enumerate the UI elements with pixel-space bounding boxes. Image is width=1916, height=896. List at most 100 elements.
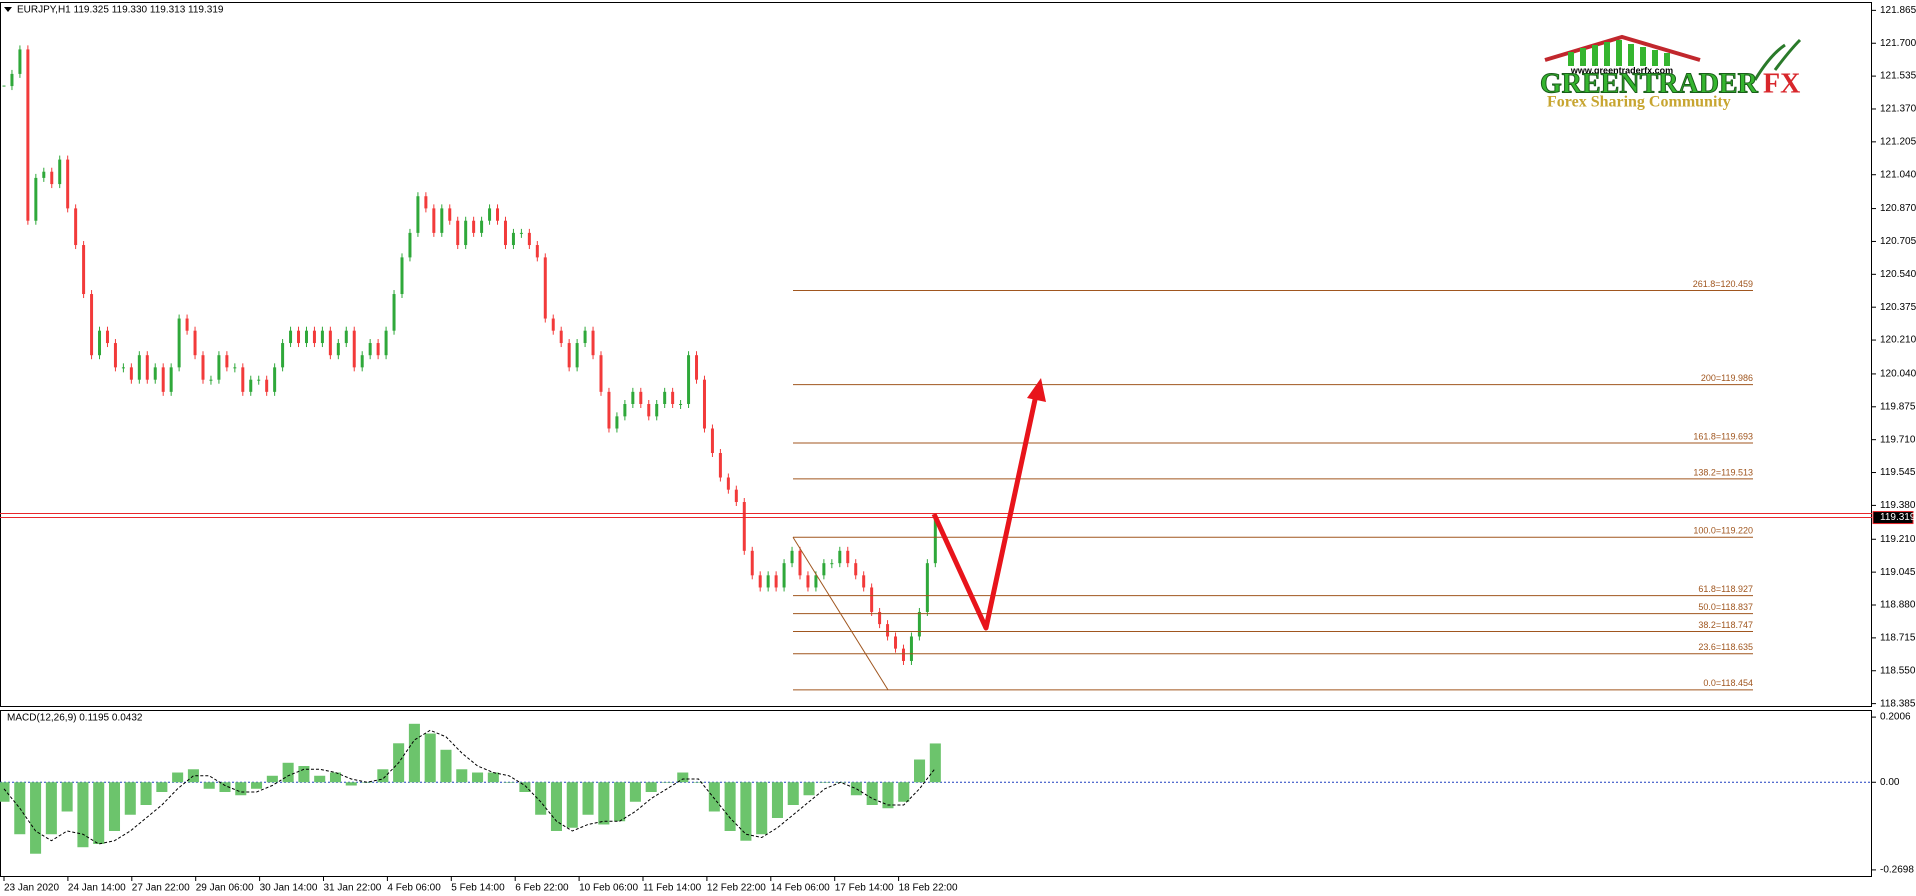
candle	[464, 220, 468, 246]
macd-bar	[629, 782, 641, 802]
candle	[241, 367, 245, 392]
drawn-arrow	[931, 378, 1046, 631]
candle	[74, 208, 78, 246]
candle	[695, 355, 699, 380]
candle	[687, 355, 691, 405]
y-tick-label: 0.2006	[1880, 712, 1911, 723]
macd-bar	[108, 782, 121, 831]
macd-bar	[756, 782, 768, 835]
x-tick-label: 24 Jan 14:00	[68, 883, 126, 894]
macd-bar	[929, 743, 941, 783]
macd-bar	[771, 782, 783, 818]
candle	[193, 330, 197, 356]
candle	[384, 330, 388, 356]
macd-bar	[614, 782, 626, 822]
macd-bar	[503, 782, 515, 783]
candle	[368, 343, 372, 356]
fib-label: 138.2=119.513	[1693, 467, 1753, 477]
candle	[336, 343, 340, 356]
candle	[846, 550, 850, 564]
x-tick-label: 10 Feb 06:00	[579, 883, 638, 894]
macd-bar	[329, 772, 342, 783]
candle	[448, 208, 452, 221]
macd-bar	[408, 723, 420, 783]
candle	[2, 85, 6, 87]
candle	[870, 587, 874, 612]
candle	[58, 159, 62, 185]
macd-bar	[519, 782, 531, 793]
arrow-path	[931, 394, 1039, 631]
candle	[639, 391, 643, 405]
macd-bar	[724, 782, 736, 831]
candle	[121, 367, 125, 369]
candle	[925, 563, 929, 612]
candle	[352, 330, 356, 368]
macd-bar	[219, 782, 231, 793]
macd-bar	[0, 782, 10, 802]
candle	[161, 367, 165, 392]
candle	[304, 330, 308, 344]
candle	[551, 318, 555, 331]
candle	[583, 330, 587, 344]
candle	[591, 330, 595, 356]
candle	[424, 196, 428, 209]
logo-url: www.greentraderfx.com	[1570, 65, 1673, 75]
y-tick-label: 121.865	[1880, 5, 1916, 16]
y-tick-label: 121.205	[1880, 136, 1916, 147]
y-tick-label: 118.385	[1880, 698, 1916, 709]
macd-bar	[77, 782, 89, 848]
x-tick-label: 14 Feb 06:00	[771, 883, 830, 894]
macd-bar	[677, 772, 689, 783]
candle	[113, 343, 117, 368]
candle	[145, 355, 149, 380]
candle	[742, 502, 746, 551]
y-tick-label: 120.210	[1880, 335, 1916, 346]
candle	[822, 563, 826, 576]
candle	[758, 575, 762, 588]
y-tick-label: 118.715	[1880, 633, 1916, 644]
candle	[281, 343, 285, 368]
bid-label: 119.319	[1880, 512, 1916, 523]
x-tick-label: 17 Feb 14:00	[835, 883, 894, 894]
candle	[933, 517, 937, 564]
candle	[289, 330, 293, 344]
candle	[217, 355, 221, 380]
x-tick-label: 18 Feb 22:00	[899, 883, 958, 894]
y-tick-label: 119.210	[1880, 534, 1916, 545]
candle	[750, 550, 754, 576]
candle	[798, 550, 802, 576]
macd-bar	[203, 782, 215, 789]
candle	[472, 220, 476, 233]
y-tick-label: 121.040	[1880, 169, 1916, 180]
macd-bar	[187, 769, 199, 783]
candle	[575, 343, 579, 368]
y-tick-label: 120.040	[1880, 369, 1916, 380]
macd-bar	[566, 782, 578, 828]
candle	[878, 611, 882, 625]
candle	[66, 159, 70, 209]
candle	[917, 611, 921, 637]
candle	[543, 257, 547, 319]
candle	[416, 196, 420, 233]
candle	[527, 232, 531, 246]
y-tick-label: 119.875	[1880, 401, 1916, 412]
macd-bar	[740, 782, 752, 841]
macd-bar	[914, 759, 926, 783]
candle	[129, 367, 133, 380]
fib-label: 0.0=118.454	[1703, 678, 1753, 688]
x-tick-label: 4 Feb 06:00	[387, 883, 441, 894]
candle	[886, 624, 890, 637]
candle	[766, 575, 770, 588]
candle	[623, 404, 627, 417]
y-tick-label: 120.705	[1880, 236, 1916, 247]
macd-bar	[803, 782, 815, 796]
candle	[177, 318, 181, 368]
y-tick-label: 120.375	[1880, 302, 1916, 313]
candle	[456, 220, 460, 246]
macd-bar	[345, 782, 357, 786]
y-tick-label: 118.550	[1880, 665, 1916, 676]
candle	[631, 391, 635, 405]
macd-bar	[440, 749, 452, 783]
bid-box	[1872, 511, 1914, 525]
macd-bar	[298, 766, 310, 783]
